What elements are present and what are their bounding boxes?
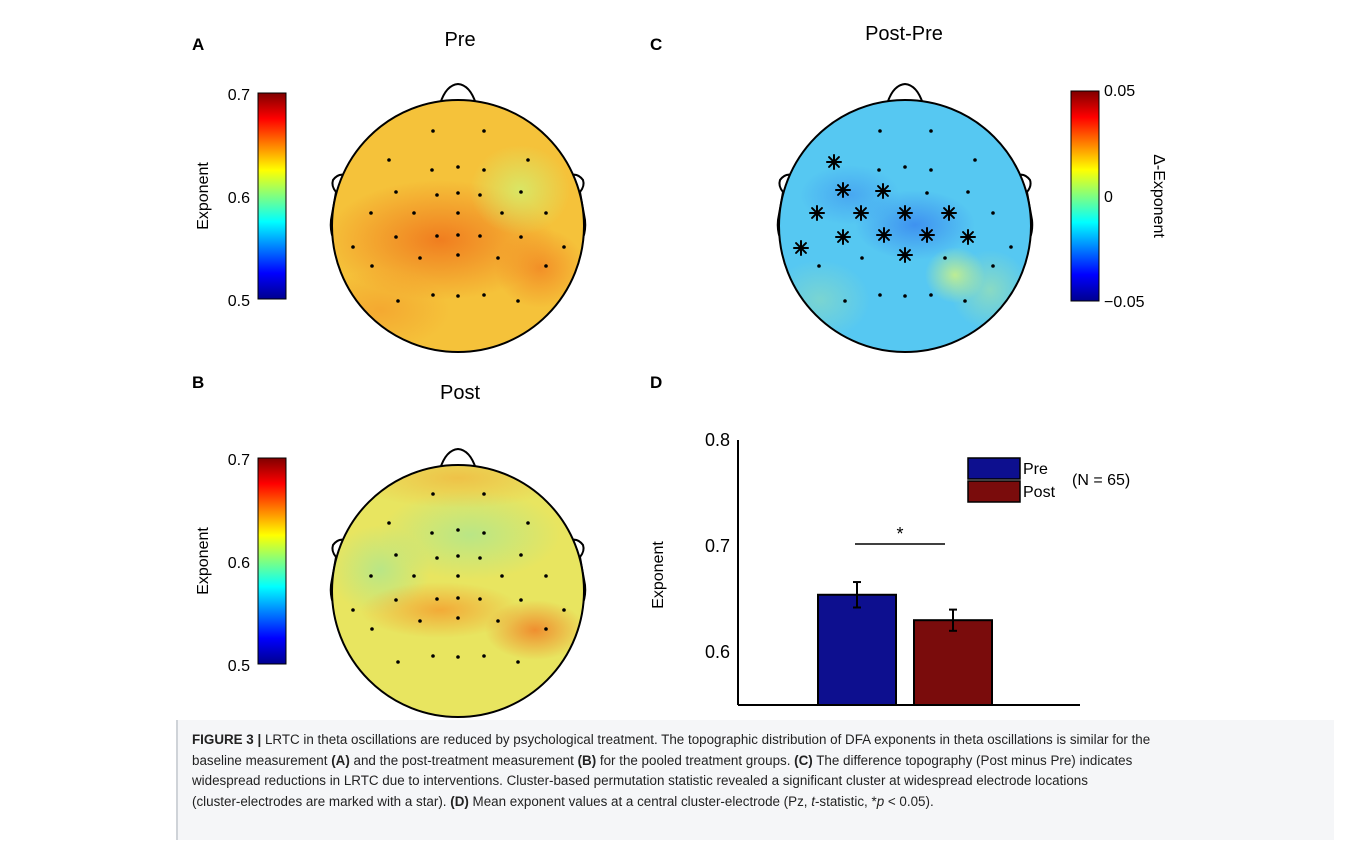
cluster-star — [875, 183, 891, 199]
panel-c-tick-bottom: −0.05 — [1104, 294, 1145, 311]
legend-swatch-pre — [967, 457, 1021, 480]
legend-label-post: Post — [1023, 484, 1056, 501]
caption-figure-label: FIGURE 3 | — [192, 732, 262, 747]
panel-a-headmap — [329, 82, 587, 353]
panel-a: A Pre 0.7 0.6 0.5 Exponent — [192, 29, 587, 353]
figure-caption: FIGURE 3 | LRTC in theta oscillations ar… — [192, 730, 1332, 812]
significance-star: * — [896, 524, 903, 544]
legend-label-pre: Pre — [1023, 461, 1048, 478]
cluster-star — [919, 227, 935, 243]
panel-c-electrodes — [817, 129, 1013, 303]
cluster-star — [835, 182, 851, 198]
panel-a-letter: A — [192, 35, 204, 54]
panel-c-cluster-stars — [793, 154, 976, 263]
cluster-star — [897, 205, 913, 221]
caption-line-4: (cluster-electrodes are marked with a st… — [192, 793, 934, 809]
panel-b: B Post 0.7 0.6 0.5 Exponent — [192, 373, 587, 718]
error-bar — [853, 581, 861, 609]
cluster-star — [876, 227, 892, 243]
cluster-star — [793, 240, 809, 256]
y-axis-label: Exponent — [650, 541, 667, 609]
panel-c-colorbar — [1070, 90, 1100, 302]
panel-c: C Post-Pre 0.05 0 −0.05 Δ-Exponent — [650, 23, 1167, 353]
panel-c-title: Post-Pre — [865, 23, 943, 45]
panel-b-colorbar-label: Exponent — [195, 527, 212, 595]
error-bar — [949, 608, 957, 632]
panel-b-headmap — [329, 447, 587, 718]
panel-c-colorbar-label: Δ-Exponent — [1150, 154, 1167, 238]
bar-pre — [817, 593, 897, 707]
panel-a-title: Pre — [444, 29, 475, 51]
cluster-star — [809, 205, 825, 221]
panel-a-electrodes — [351, 129, 566, 303]
panel-a-colorbar-label: Exponent — [195, 162, 212, 230]
panel-b-tick-top: 0.7 — [228, 452, 250, 469]
caption-line-3: widespread reductions in LRTC due to int… — [192, 773, 1088, 789]
panel-b-tick-bottom: 0.5 — [228, 658, 250, 675]
panel-d: D 0.8 0.7 0.6 Exponent * Pre Post (N = 65) — [650, 373, 1130, 707]
y-tick-label: 0.6 — [705, 642, 730, 662]
caption-line-2: baseline measurement (A) and the post-tr… — [192, 752, 1133, 768]
cluster-star — [826, 154, 842, 170]
panel-a-tick-top: 0.7 — [228, 87, 250, 104]
cluster-star — [853, 205, 869, 221]
caption-box — [176, 720, 1334, 840]
bar-post — [913, 619, 993, 707]
legend-swatch-post — [967, 480, 1021, 503]
legend-note: (N = 65) — [1072, 472, 1130, 489]
panel-a-colorbar — [257, 92, 287, 300]
cluster-star — [941, 205, 957, 221]
panel-b-title: Post — [440, 382, 480, 404]
panel-c-tick-top: 0.05 — [1104, 83, 1135, 100]
panel-b-electrodes — [351, 492, 566, 664]
bar-chart: 0.8 0.7 0.6 Exponent * Pre Post (N = 65) — [650, 430, 1130, 707]
cluster-star — [835, 229, 851, 245]
panel-a-tick-mid: 0.6 — [228, 190, 250, 207]
panel-b-tick-mid: 0.6 — [228, 555, 250, 572]
panel-b-letter: B — [192, 373, 204, 392]
y-tick-label: 0.8 — [705, 430, 730, 450]
y-tick-label: 0.7 — [705, 536, 730, 556]
cluster-star — [960, 229, 976, 245]
panel-c-letter: C — [650, 35, 662, 54]
panel-c-headmap — [776, 82, 1034, 353]
panel-c-tick-mid: 0 — [1104, 189, 1113, 206]
caption-line-1: FIGURE 3 | LRTC in theta oscillations ar… — [192, 732, 1151, 747]
panel-a-tick-bottom: 0.5 — [228, 293, 250, 310]
panel-b-colorbar — [257, 457, 287, 665]
cluster-star — [897, 247, 913, 263]
panel-d-letter: D — [650, 373, 662, 392]
